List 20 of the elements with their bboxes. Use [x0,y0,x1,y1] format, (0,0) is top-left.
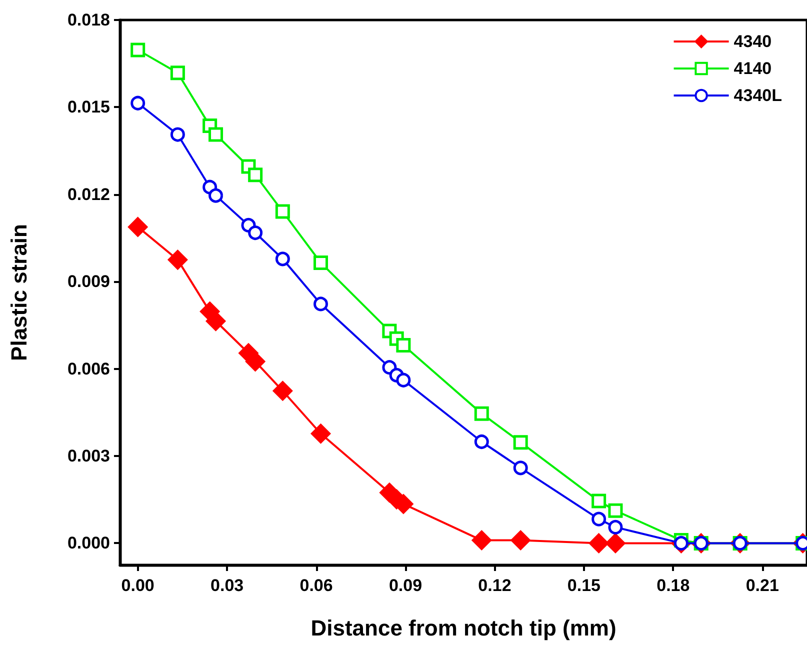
legend-label: 4140 [734,59,772,78]
x-tick-label: 0.18 [656,576,690,595]
x-tick-label: 0.21 [746,576,779,595]
legend-label: 4340 [734,32,772,51]
y-tick-label: 0.012 [67,184,110,204]
x-tick-label: 0.00 [121,576,154,595]
y-tick-label: 0.018 [67,10,110,30]
y-tick-label: 0.000 [67,534,110,553]
x-tick-label: 0.09 [388,576,422,595]
y-axis-title: Plastic strain [6,224,32,361]
y-tick-label: 0.006 [67,359,110,378]
x-tick-label: 0.03 [210,576,244,595]
x-tick-label: 0.12 [478,576,512,595]
x-axis-title: Distance from notch tip (mm) [310,616,616,640]
x-tick-label: 0.06 [300,576,333,595]
y-tick-label: 0.015 [67,98,110,117]
legend-label: 4340L [734,86,782,105]
y-tick-label: 0.003 [67,446,110,466]
y-tick-label: 0.009 [67,272,110,292]
x-tick-label: 0.15 [567,576,600,595]
